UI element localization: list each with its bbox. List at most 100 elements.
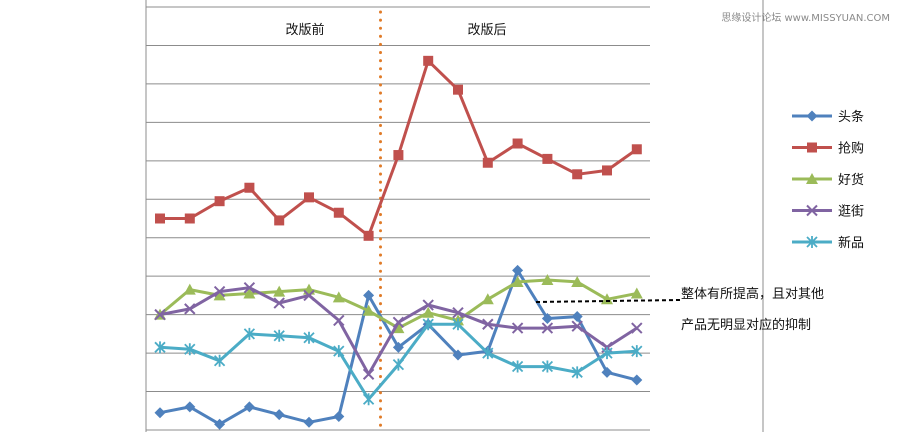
data-point — [184, 343, 196, 356]
data-point — [512, 138, 523, 149]
marker-stroke — [243, 282, 256, 294]
data-point — [184, 303, 196, 315]
data-point — [392, 358, 405, 371]
marker-stroke — [541, 360, 554, 373]
data-point — [601, 347, 613, 360]
data-point — [213, 354, 226, 367]
data-point — [213, 285, 226, 298]
data-point — [481, 293, 494, 305]
data-point — [630, 287, 643, 299]
data-point — [541, 322, 554, 334]
after-revision-label: 改版后 — [467, 23, 506, 38]
data-point — [273, 297, 285, 309]
data-point — [631, 322, 643, 334]
data-point — [333, 411, 345, 423]
marker-stroke — [452, 307, 464, 319]
marker-stroke — [273, 329, 285, 342]
data-point — [303, 331, 315, 344]
data-point — [303, 416, 315, 428]
data-point — [183, 283, 196, 295]
series-4 — [154, 282, 643, 380]
data-point — [273, 409, 285, 421]
data-point — [631, 345, 643, 358]
data-point — [511, 322, 524, 334]
data-point — [482, 318, 494, 330]
data-point — [542, 153, 553, 164]
data-point — [184, 213, 195, 224]
series-3 — [154, 274, 643, 334]
series-line — [160, 59, 638, 238]
series-2 — [155, 55, 642, 241]
data-point — [422, 299, 434, 311]
data-point — [602, 165, 612, 176]
legend-item: 新品 — [792, 235, 864, 251]
marker-stroke — [303, 289, 315, 302]
legend-marker — [807, 142, 817, 153]
data-point — [243, 401, 255, 413]
data-point — [154, 308, 166, 321]
marker-stroke — [392, 316, 405, 329]
marker-stroke — [273, 297, 285, 309]
data-point — [303, 289, 315, 302]
data-point — [214, 196, 225, 207]
marker-stroke — [333, 345, 345, 358]
data-point — [363, 230, 374, 241]
legend-label: 好货 — [838, 172, 864, 188]
legend-marker — [806, 173, 818, 184]
legend-item: 抢购 — [792, 141, 864, 157]
legend-marker — [806, 110, 818, 122]
data-point — [512, 264, 524, 276]
legend-item: 逛街 — [792, 205, 864, 220]
before-revision-label: 改版前 — [285, 22, 324, 38]
marker-stroke — [362, 368, 375, 380]
data-point — [452, 349, 464, 361]
data-point — [274, 215, 285, 226]
data-point — [631, 374, 643, 386]
marker-stroke — [541, 322, 554, 334]
legend-label: 头条 — [838, 109, 864, 125]
data-point — [571, 275, 584, 287]
data-point — [571, 366, 583, 379]
series-layer — [154, 55, 643, 430]
data-point — [572, 169, 583, 180]
data-point — [154, 341, 166, 354]
data-point — [511, 275, 524, 287]
data-point — [214, 418, 226, 430]
data-point — [511, 360, 524, 373]
data-point — [333, 314, 345, 327]
marker-stroke — [452, 318, 464, 331]
marker-stroke — [631, 322, 643, 334]
data-point — [154, 407, 166, 419]
data-point — [244, 182, 255, 193]
marker-stroke — [184, 303, 196, 315]
annotation-text: 产品无明显对应的抑制 — [681, 317, 811, 333]
data-point — [541, 360, 554, 373]
watermark: 思缘设计论坛 www.MISSYUAN.COM — [721, 13, 890, 24]
data-point — [392, 316, 405, 329]
legend-marker — [806, 204, 818, 217]
marker-stroke — [213, 354, 226, 367]
data-point — [392, 341, 404, 353]
data-point — [362, 368, 375, 380]
data-point — [452, 318, 464, 331]
data-point — [362, 304, 375, 316]
marker-stroke — [511, 360, 524, 373]
annotation-text: 整体有所提高，且对其他 — [681, 286, 824, 302]
legend-label: 逛街 — [838, 205, 864, 220]
data-point — [452, 307, 464, 319]
marker-stroke — [243, 327, 256, 340]
marker-stroke — [333, 314, 345, 327]
data-point — [304, 192, 314, 203]
data-point — [422, 306, 435, 318]
data-point — [362, 393, 375, 406]
axes — [145, 0, 764, 432]
data-point — [541, 312, 553, 324]
data-point — [482, 347, 494, 360]
data-point — [541, 274, 554, 286]
data-point — [213, 289, 226, 301]
data-point — [422, 318, 434, 331]
marker-stroke — [303, 331, 315, 344]
data-point — [601, 366, 613, 378]
